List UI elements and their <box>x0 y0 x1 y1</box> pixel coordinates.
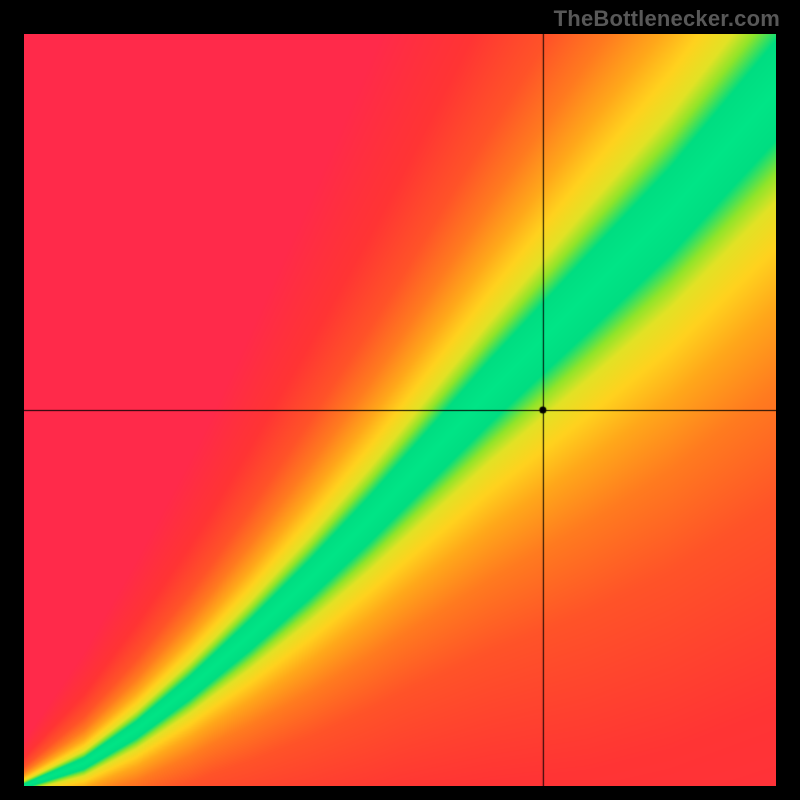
chart-frame: TheBottlenecker.com <box>0 0 800 800</box>
watermark-text: TheBottlenecker.com <box>554 6 780 32</box>
bottleneck-heatmap <box>24 34 776 786</box>
